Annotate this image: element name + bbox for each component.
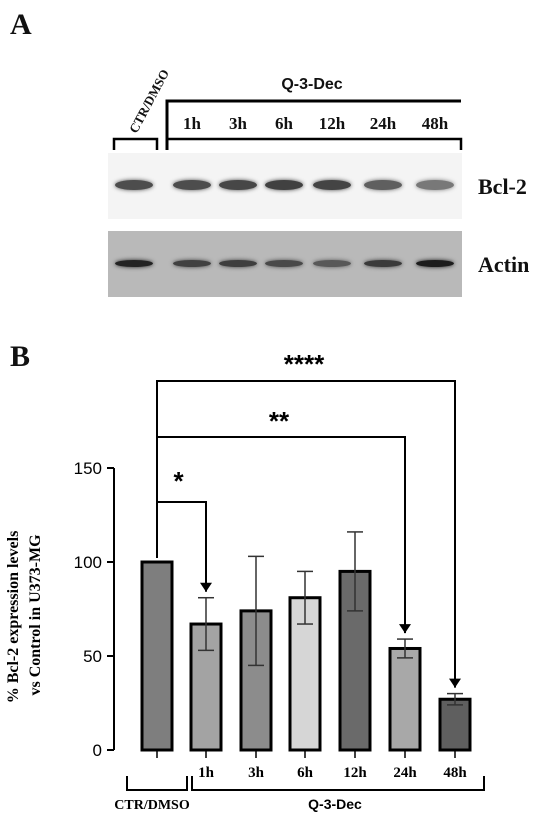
- bcl2-band: [416, 180, 454, 190]
- ctr-group-bracket: [126, 776, 188, 791]
- actin-blot-label: Actin: [478, 252, 530, 277]
- bcl2-band: [219, 180, 257, 190]
- significance-label: **: [269, 406, 290, 436]
- significance-bracket: [156, 380, 456, 688]
- lane-label: 48h: [421, 114, 449, 133]
- lane-label: 6h: [275, 114, 293, 133]
- panel-b-letter: B: [10, 340, 31, 373]
- actin-band: [219, 260, 257, 267]
- x-tick-label: 3h: [248, 765, 265, 781]
- actin-band: [265, 260, 303, 267]
- y-tick-label: 0: [93, 741, 102, 760]
- ctr-group-label: CTR/DMSO: [114, 798, 190, 813]
- bar: [438, 697, 472, 752]
- y-axis-label: % Bcl-2 expression levels vs Control in …: [5, 527, 44, 704]
- bcl2-band: [173, 180, 211, 190]
- bcl2-blot: [108, 153, 462, 219]
- y-axis-label-line2: vs Control in U373-MG: [27, 534, 44, 696]
- treatment-lane-bracket: [167, 137, 463, 150]
- significance-label: ****: [284, 349, 325, 379]
- bar: [388, 646, 422, 752]
- lane-label: 1h: [183, 114, 201, 133]
- x-tick-label: 12h: [343, 765, 367, 781]
- treatment-group-bracket: [191, 776, 485, 791]
- x-tick-label: 1h: [198, 765, 215, 781]
- treatment-group-label-b: Q-3-Dec: [308, 796, 362, 812]
- actin-blot: [108, 231, 462, 297]
- x-tick-label: 48h: [443, 765, 467, 781]
- bcl2-blot-label: Bcl-2: [478, 174, 527, 199]
- bcl2-band: [313, 180, 351, 190]
- significance-arrowhead: [449, 678, 461, 688]
- y-tick-label: 100: [74, 553, 102, 572]
- x-tick-label: 6h: [297, 765, 314, 781]
- bcl2-band: [364, 180, 402, 190]
- bcl2-band: [115, 180, 153, 190]
- significance-label: *: [173, 466, 184, 496]
- significance-arrowhead: [399, 624, 411, 634]
- actin-band: [313, 260, 351, 267]
- bcl2-band: [265, 180, 303, 190]
- actin-band: [416, 260, 454, 267]
- bar: [140, 560, 174, 752]
- x-tick-label: 24h: [393, 765, 417, 781]
- lane-label: 3h: [229, 114, 247, 133]
- ctr-lane-bracket: [112, 137, 159, 150]
- lane-label: 24h: [369, 114, 397, 133]
- treatment-group-label: Q-3-Dec: [281, 76, 343, 93]
- actin-band: [115, 260, 153, 267]
- y-axis-label-line1: % Bcl-2 expression levels: [5, 531, 22, 704]
- y-tick-label: 150: [74, 459, 102, 478]
- treatment-bracket-top: [165, 99, 461, 150]
- panel-a-letter: A: [10, 8, 32, 41]
- actin-band: [364, 260, 402, 267]
- actin-band: [173, 260, 211, 267]
- y-tick-label: 50: [83, 647, 102, 666]
- significance-arrowhead: [200, 582, 212, 592]
- lane-label: 12h: [318, 114, 346, 133]
